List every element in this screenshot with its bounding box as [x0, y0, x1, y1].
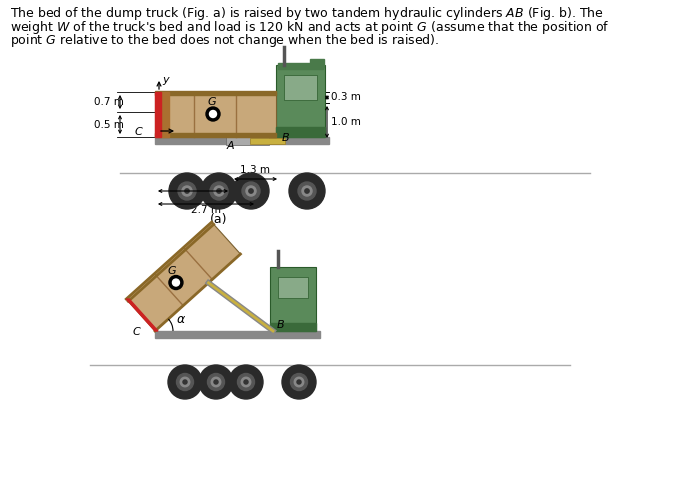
Text: B: B — [277, 320, 285, 330]
Bar — [155, 137, 329, 144]
Circle shape — [210, 182, 228, 200]
Text: 1.0 m: 1.0 m — [331, 117, 361, 127]
Circle shape — [233, 173, 269, 209]
Text: A: A — [227, 141, 235, 151]
Bar — [319, 68, 325, 106]
Bar — [155, 92, 276, 137]
Circle shape — [201, 173, 237, 209]
Circle shape — [297, 380, 301, 384]
Bar — [278, 63, 323, 69]
Text: α: α — [177, 313, 186, 326]
Circle shape — [242, 182, 260, 200]
Text: weight $W$ of the truck's bed and load is 120 kN and acts at point $G$ (assume t: weight $W$ of the truck's bed and load i… — [10, 19, 610, 35]
Text: C: C — [135, 127, 143, 137]
Bar — [226, 137, 269, 145]
Circle shape — [180, 377, 190, 387]
Text: G: G — [208, 97, 216, 107]
Circle shape — [209, 110, 216, 117]
Bar — [270, 267, 316, 331]
Circle shape — [237, 374, 255, 390]
Bar — [310, 59, 324, 67]
Text: 0.7 m: 0.7 m — [94, 97, 124, 107]
Circle shape — [304, 189, 309, 193]
Circle shape — [246, 186, 256, 196]
Text: point $G$ relative to the bed does not change when the bed is raised).: point $G$ relative to the bed does not c… — [10, 32, 440, 49]
Circle shape — [206, 107, 220, 121]
Text: The bed of the dump truck (Fig. a) is raised by two tandem hydraulic cylinders $: The bed of the dump truck (Fig. a) is ra… — [10, 5, 604, 22]
Circle shape — [214, 186, 224, 196]
Circle shape — [298, 182, 316, 200]
Circle shape — [241, 377, 251, 387]
Circle shape — [289, 173, 325, 209]
Circle shape — [248, 189, 253, 193]
Circle shape — [185, 189, 189, 193]
Text: x: x — [175, 119, 181, 129]
Circle shape — [168, 365, 202, 399]
Bar — [155, 92, 161, 137]
Bar — [284, 75, 317, 100]
Circle shape — [176, 374, 193, 390]
Circle shape — [229, 365, 263, 399]
Text: B: B — [282, 133, 290, 143]
Text: 2.7 m: 2.7 m — [191, 205, 221, 215]
Bar — [276, 127, 325, 137]
Circle shape — [294, 377, 304, 387]
Text: 0.5 m: 0.5 m — [94, 119, 124, 130]
Text: C: C — [133, 327, 141, 337]
Circle shape — [178, 182, 196, 200]
Polygon shape — [126, 222, 241, 331]
Circle shape — [217, 189, 221, 193]
Bar — [250, 138, 285, 144]
Text: y: y — [162, 75, 169, 85]
Circle shape — [290, 374, 307, 390]
Bar — [278, 277, 308, 298]
Bar — [155, 91, 276, 95]
Text: (a): (a) — [210, 213, 228, 226]
Bar — [270, 323, 316, 331]
Circle shape — [169, 276, 183, 289]
Text: 0.3 m: 0.3 m — [331, 93, 361, 103]
Circle shape — [182, 186, 192, 196]
Bar — [276, 65, 325, 137]
Circle shape — [211, 377, 220, 387]
Circle shape — [172, 279, 179, 286]
Bar — [161, 92, 169, 137]
Text: 1.3 m: 1.3 m — [240, 165, 270, 175]
Circle shape — [183, 380, 187, 384]
Text: 2.0 m: 2.0 m — [178, 192, 208, 202]
Circle shape — [214, 380, 218, 384]
Polygon shape — [126, 299, 158, 331]
Circle shape — [244, 380, 248, 384]
Circle shape — [282, 365, 316, 399]
Circle shape — [207, 374, 225, 390]
Circle shape — [169, 173, 205, 209]
Bar — [155, 133, 276, 137]
Bar — [155, 331, 320, 338]
Text: (b): (b) — [207, 375, 225, 388]
Text: G: G — [168, 266, 176, 276]
Circle shape — [302, 186, 312, 196]
Circle shape — [199, 365, 233, 399]
